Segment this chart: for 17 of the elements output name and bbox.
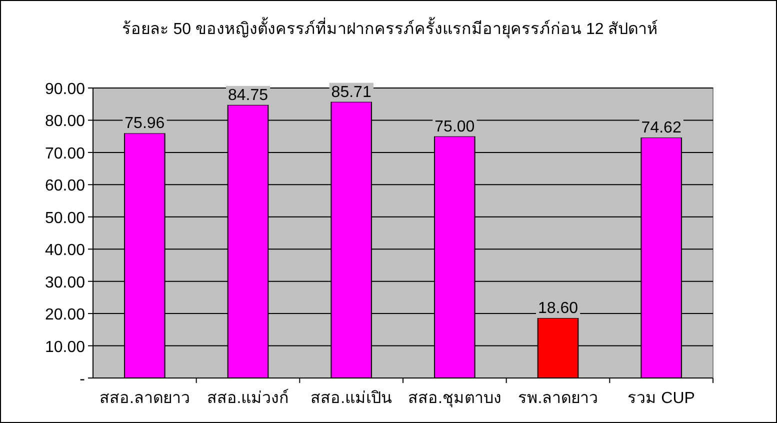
- y-tick-label: 40.00: [44, 242, 86, 260]
- y-tick-label: -: [80, 371, 85, 388]
- chart-title: ร้อยละ 50 ของหญิงตั้งครรภ์ที่มาฝากครรภ์ครั้งแรกมีอายุครรภ์ก่อน 12 สัปดาห์: [122, 17, 658, 39]
- y-tick-label: 50.00: [44, 210, 86, 227]
- x-tick-label: สสอ.แม่เปิน: [310, 390, 392, 407]
- x-tick-label: รวม CUP: [628, 390, 695, 407]
- y-tick-label: 90.00: [44, 81, 86, 98]
- y-tick-label: 70.00: [44, 145, 86, 162]
- x-tick-label: สสอ.แม่วงก์: [206, 388, 290, 407]
- x-tick-label: รพ.ลาดยาว: [518, 390, 598, 407]
- y-tick-label: 20.00: [44, 306, 86, 324]
- x-tick-label: สสอ.ลาดยาว: [99, 390, 190, 407]
- y-tick-label: 80.00: [44, 113, 86, 130]
- y-tick-label: 60.00: [44, 178, 86, 195]
- y-tick-label: 10.00: [44, 338, 86, 356]
- x-tick-label: สสอ.ชุมตาบง: [408, 390, 502, 408]
- y-tick-label: 30.00: [44, 274, 86, 292]
